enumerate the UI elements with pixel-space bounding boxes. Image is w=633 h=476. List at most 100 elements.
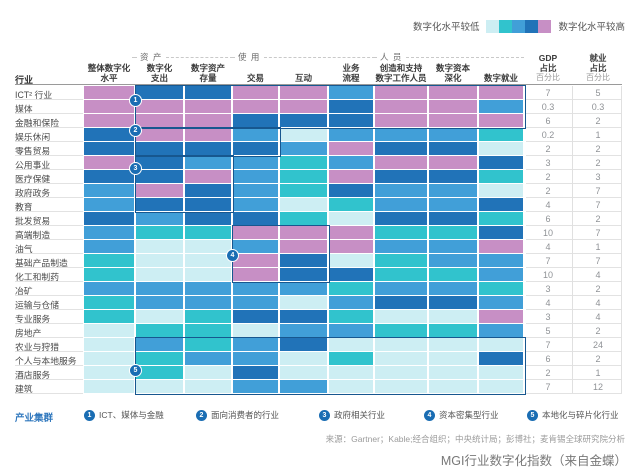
heatmap-cell [84, 268, 134, 281]
gdp-value: 4 [545, 242, 551, 252]
row-label: 运输与仓储 [15, 299, 59, 310]
color-scale-legend: 数字化水平较低 数字化水平较高 [413, 19, 625, 33]
row-label: 媒体 [15, 103, 33, 114]
row-separator [526, 211, 622, 212]
heatmap-cell [375, 86, 427, 99]
employment-value: 2 [595, 354, 601, 364]
heatmap-cell [329, 114, 373, 127]
heatmap-cell [375, 184, 427, 197]
heatmap-cell [375, 324, 427, 337]
heatmap-cell [429, 212, 477, 225]
row-separator [526, 281, 622, 282]
heatmap-cell [136, 86, 183, 99]
employment-value: 24 [592, 340, 603, 350]
heatmap-cell [479, 142, 523, 155]
heatmap-cell [136, 282, 183, 295]
heatmap-cell [233, 156, 278, 169]
heatmap-cell [136, 296, 183, 309]
heatmap-cell [233, 100, 278, 113]
heatmap-cell [329, 282, 373, 295]
heatmap-cell [479, 338, 523, 351]
row-separator [15, 197, 83, 198]
table-right-border [621, 86, 622, 393]
heatmap-cell [479, 268, 523, 281]
heatmap-cell [233, 226, 278, 239]
heatmap-cell [479, 184, 523, 197]
heatmap-cell [375, 352, 427, 365]
gdp-employment-divider [572, 86, 573, 393]
heatmap-cell [233, 254, 278, 267]
heatmap-cell [479, 170, 523, 183]
heatmap-cell [84, 254, 134, 267]
heatmap-cell [429, 156, 477, 169]
heatmap-cell [280, 100, 327, 113]
row-separator [15, 281, 83, 282]
heatmap-cell [280, 156, 327, 169]
heatmap-cell [375, 156, 427, 169]
heatmap-cell [479, 282, 523, 295]
heatmap-cell [429, 282, 477, 295]
row-label: ICT² 行业 [15, 89, 53, 100]
heatmap-cell [185, 114, 231, 127]
col-header-digital-workers: 创造和支持 数字工作人员 [375, 62, 427, 83]
heatmap-cell [375, 198, 427, 211]
heatmap-cell [185, 254, 231, 267]
heatmap-cell [280, 198, 327, 211]
heatmap-cell [280, 282, 327, 295]
legend-swatch-level-1 [486, 19, 500, 33]
heatmap-cell [375, 100, 427, 113]
heatmap-cell [233, 86, 278, 99]
cluster-5-badge: 5 [527, 409, 538, 421]
row-separator [15, 183, 83, 184]
heatmap-cell [479, 380, 523, 393]
employment-value: 1 [595, 368, 601, 378]
heatmap-cell [375, 268, 427, 281]
heatmap-cell [329, 170, 373, 183]
heatmap-cell [185, 338, 231, 351]
row-separator [15, 337, 83, 338]
heatmap-cell [280, 254, 327, 267]
col-header-digital-spending: 数字化 支出 [146, 62, 173, 83]
col-header-gdp-share: GDP 占比 百分比 [536, 53, 560, 83]
heatmap-cell [280, 170, 327, 183]
heatmap-cell [185, 240, 231, 253]
row-separator [526, 267, 622, 268]
cluster-legend-item-3: 3 政府相关行业 [319, 409, 385, 421]
row-separator [15, 169, 83, 170]
row-label: 房地产 [15, 327, 42, 338]
row-label: 娱乐休闲 [15, 131, 51, 142]
heatmap-cell [233, 296, 278, 309]
legend-low-label: 数字化水平较低 [412, 22, 480, 33]
row-separator [15, 239, 83, 240]
heatmap-cell [375, 240, 427, 253]
heatmap-cell [429, 338, 477, 351]
heatmap-cell [479, 310, 523, 323]
heatmap-cell [136, 100, 183, 113]
row-separator [526, 309, 622, 310]
heatmap-cell [375, 296, 427, 309]
heatmap-cell [329, 324, 373, 337]
heatmap-cell [136, 240, 183, 253]
gdp-value: 4 [545, 298, 551, 308]
col-header-transactions: 交易 [246, 72, 264, 83]
source-note: 来源：Gartner；Kable;经合组织；中央统计局；彭博社；麦肯锡全球研究院… [325, 434, 625, 444]
heatmap-cell [375, 128, 427, 141]
heatmap-cell [329, 142, 373, 155]
row-separator [526, 393, 622, 394]
gdp-value: 2 [545, 172, 551, 182]
row-separator [15, 155, 83, 156]
heatmap-cell [84, 366, 134, 379]
legend-color-scale [486, 19, 552, 33]
heatmap-cell [84, 128, 134, 141]
heatmap-cell [429, 366, 477, 379]
heatmap-cell [375, 380, 427, 393]
heatmap-cell [479, 240, 523, 253]
heatmap-cell [329, 380, 373, 393]
heatmap-cell [329, 198, 373, 211]
heatmap-cell [84, 212, 134, 225]
heatmap-cell [329, 338, 373, 351]
heatmap-cell [429, 268, 477, 281]
heatmap-cell [429, 226, 477, 239]
row-label: 个人与本地服务 [15, 355, 77, 366]
